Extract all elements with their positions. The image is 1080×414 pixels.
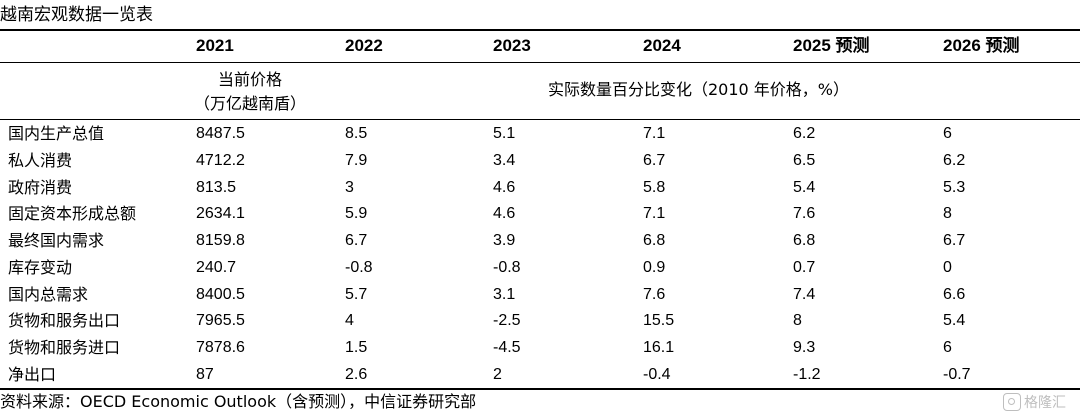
table-row: 政府消费 813.5 3 4.6 5.8 5.4 5.3 [0,174,1080,201]
cell-2024: 15.5 [643,312,675,329]
cell-2021: 240.7 [196,259,237,276]
cell-2026: 6.7 [943,232,966,249]
unit-label-line-1: 当前价格 [217,70,282,89]
table-row: 货物和服务出口 7965.5 4 -2.5 15.5 8 5.4 [0,307,1080,334]
cell-2021: 4712.2 [196,152,245,169]
header-rule [0,62,1080,63]
cell-2021: 8400.5 [196,286,245,303]
cell-2022: 8.5 [345,125,368,142]
cell-2024: 6.7 [643,152,666,169]
cell-2021: 7965.5 [196,312,245,329]
cell-2023: 5.1 [493,125,516,142]
row-label: 私人消费 [8,151,73,170]
cell-2025: -1.2 [793,366,821,383]
row-label: 货物和服务出口 [8,311,121,330]
watermark: 格隆汇 [1003,392,1077,412]
column-header-2022: 2022 [345,36,383,55]
column-header-2026-forecast: 2026 预测 [943,36,1020,55]
column-header-2025-forecast: 2025 预测 [793,36,870,55]
cell-2024: 7.6 [643,286,666,303]
cell-2025: 6.5 [793,152,816,169]
cell-2022: 6.7 [345,232,368,249]
cell-2023: 4.6 [493,179,516,196]
cell-2025: 7.6 [793,205,816,222]
row-label: 政府消费 [8,178,73,197]
cell-2024: 16.1 [643,339,675,356]
column-header-2024: 2024 [643,36,681,55]
cell-2023: 4.6 [493,205,516,222]
row-label: 库存变动 [8,258,73,277]
cell-2024: 7.1 [643,205,666,222]
cell-2023: 3.1 [493,286,516,303]
cell-2024: 0.9 [643,259,666,276]
cell-2023: -4.5 [493,339,521,356]
watermark-text: 格隆汇 [1024,395,1066,411]
subheader-rule [0,119,1080,120]
cell-2022: 5.9 [345,205,368,222]
unit-label-real-change: 实际数量百分比变化（2010 年价格，%） [548,80,850,99]
cell-2025: 6.8 [793,232,816,249]
cell-2021: 813.5 [196,179,237,196]
row-label: 国内生产总值 [8,124,105,143]
column-header-2021: 2021 [196,36,234,55]
table-row: 固定资本形成总额 2634.1 5.9 4.6 7.1 7.6 8 [0,200,1080,227]
cell-2022: 2.6 [345,366,368,383]
cell-2023: 3.4 [493,152,516,169]
cell-2026: -0.7 [943,366,971,383]
row-label: 最终国内需求 [8,231,105,250]
cell-2021: 8159.8 [196,232,245,249]
top-rule [0,29,1080,31]
row-label: 货物和服务进口 [8,338,121,357]
cell-2022: 3 [345,179,354,196]
cell-2024: 7.1 [643,125,666,142]
cell-2021: 2634.1 [196,205,245,222]
source-note: 资料来源：OECD Economic Outlook（含预测），中信证券研究部 [0,392,477,411]
cell-2023: 3.9 [493,232,516,249]
table-row: 国内生产总值 8487.5 8.5 5.1 7.1 6.2 6 [0,120,1080,147]
cell-2025: 7.4 [793,286,816,303]
cell-2022: 4 [345,312,354,329]
cell-2026: 8 [943,205,952,222]
row-label: 净出口 [8,365,57,384]
cell-2021: 7878.6 [196,339,245,356]
cell-2025: 8 [793,312,802,329]
table-row: 最终国内需求 8159.8 6.7 3.9 6.8 6.8 6.7 [0,227,1080,254]
cell-2025: 9.3 [793,339,816,356]
cell-2021: 8487.5 [196,125,245,142]
cell-2022: 1.5 [345,339,368,356]
cell-2023: -2.5 [493,312,521,329]
cell-2026: 6.2 [943,152,966,169]
table-row: 国内总需求 8400.5 5.7 3.1 7.6 7.4 6.6 [0,281,1080,308]
table-row: 净出口 87 2.6 2 -0.4 -1.2 -0.7 [0,361,1080,388]
table-row: 货物和服务进口 7878.6 1.5 -4.5 16.1 9.3 6 [0,334,1080,361]
table-row: 库存变动 240.7 -0.8 -0.8 0.9 0.7 0 [0,254,1080,281]
cell-2025: 5.4 [793,179,816,196]
cell-2026: 5.4 [943,312,966,329]
cell-2025: 0.7 [793,259,816,276]
cell-2023: 2 [493,366,502,383]
cell-2021: 87 [196,366,214,383]
row-label: 国内总需求 [8,285,89,304]
cell-2023: -0.8 [493,259,521,276]
cell-2024: 5.8 [643,179,666,196]
cell-2026: 5.3 [943,179,966,196]
table-row: 私人消费 4712.2 7.9 3.4 6.7 6.5 6.2 [0,147,1080,174]
bottom-rule [0,388,1080,390]
cell-2025: 6.2 [793,125,816,142]
cell-2024: 6.8 [643,232,666,249]
cell-2026: 6.6 [943,286,966,303]
unit-label-line-2: （万亿越南盾） [193,94,306,113]
cell-2022: 7.9 [345,152,368,169]
column-header-2023: 2023 [493,36,531,55]
cell-2022: 5.7 [345,286,368,303]
cell-2026: 6 [943,339,952,356]
row-label: 固定资本形成总额 [8,204,137,223]
table-title: 越南宏观数据一览表 [0,5,153,25]
cell-2022: -0.8 [345,259,373,276]
cell-2026: 0 [943,259,952,276]
watermark-logo-icon [1003,393,1021,411]
unit-label-current-price: 当前价格 （万亿越南盾） [190,68,310,116]
cell-2024: -0.4 [643,366,671,383]
cell-2026: 6 [943,125,952,142]
